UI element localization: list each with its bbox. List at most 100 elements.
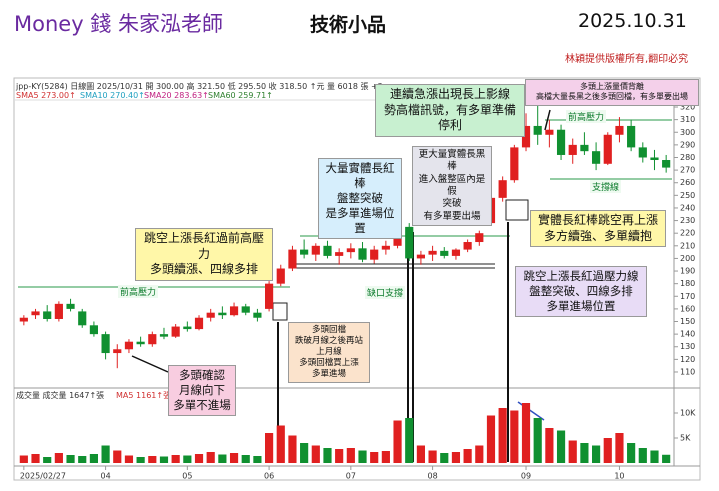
candle-body bbox=[638, 147, 647, 158]
annotation: 多頭回檔 跌破月線之後再站 上月線 多頭回檔買上漲 多單進場 bbox=[288, 322, 370, 384]
candle-body bbox=[276, 268, 285, 284]
ma-label: SMA60 259.71↑ bbox=[208, 91, 273, 100]
volume-bar bbox=[19, 455, 28, 463]
volume-bar bbox=[253, 456, 262, 463]
annotation-line: 盤整突破、四線多排 bbox=[529, 283, 633, 298]
y-tick-label: 240 bbox=[680, 203, 695, 212]
candle-body bbox=[159, 334, 169, 337]
y-tick-label: 180 bbox=[680, 279, 695, 288]
y-tick-label: 5K bbox=[680, 434, 691, 443]
candle-body bbox=[311, 245, 320, 255]
annotation-line: 多方續強、多單續抱 bbox=[543, 228, 652, 243]
candle-body bbox=[229, 306, 239, 316]
candle-body bbox=[206, 312, 215, 318]
volume-bar bbox=[662, 454, 671, 463]
volume-bar bbox=[486, 415, 496, 463]
candle-body bbox=[381, 245, 390, 250]
volume-bar bbox=[393, 420, 402, 463]
annotation-line: 高檔大量長黑之後多頭回檔，有多單要出場 bbox=[536, 92, 688, 102]
volume-bar bbox=[556, 430, 566, 463]
candle-body bbox=[580, 144, 589, 152]
candle-body bbox=[43, 311, 52, 319]
annotation-line: 勢高檔訊號，有多單準備停利 bbox=[383, 102, 516, 133]
volume-bar bbox=[521, 403, 531, 463]
y-tick-label: 260 bbox=[680, 178, 695, 187]
candle-body bbox=[568, 144, 577, 155]
volume-bar bbox=[218, 454, 227, 463]
header-subtitle: 技術小品 bbox=[310, 14, 387, 36]
x-tick-label: 10 bbox=[614, 472, 624, 481]
y-tick-label: 310 bbox=[680, 115, 695, 124]
chart-note: 前高壓力 bbox=[118, 285, 159, 298]
annotation-line: 有多單要出場 bbox=[423, 210, 481, 222]
volume-bar bbox=[124, 455, 134, 463]
candle-body bbox=[533, 125, 542, 135]
volume-bar bbox=[323, 448, 332, 463]
y-tick-label: 140 bbox=[680, 330, 695, 339]
candle-body bbox=[335, 252, 344, 256]
chart-note: 缺口支撐 bbox=[365, 286, 406, 299]
candle-body bbox=[521, 125, 531, 148]
y-tick-label: 300 bbox=[680, 128, 695, 137]
arrow bbox=[517, 401, 545, 421]
y-tick-label: 250 bbox=[680, 191, 695, 200]
frame bbox=[13, 77, 701, 481]
annotation-line: 多頭續漲、四線多排 bbox=[149, 262, 258, 277]
candle-body bbox=[510, 147, 519, 181]
volume-bar bbox=[101, 445, 110, 463]
annotation-line: 多頭回檔 bbox=[311, 325, 346, 335]
volume-bar bbox=[650, 450, 659, 463]
candle-body bbox=[89, 325, 98, 335]
volume-bar bbox=[113, 450, 122, 463]
header-date: 2025.10.31 bbox=[578, 10, 687, 32]
volume-bar bbox=[66, 455, 75, 463]
candle-body bbox=[627, 125, 636, 148]
annotation-line: 盤整突破 bbox=[337, 190, 383, 205]
annotation: 跳空上漲長紅過壓力線 盤整突破、四線多排 多單進場位置 bbox=[515, 266, 647, 317]
header-title: Money 錢 朱家泓老師 bbox=[14, 12, 223, 36]
y-tick-label: 320 bbox=[680, 103, 695, 112]
y-tick-label: 210 bbox=[680, 241, 695, 250]
y-tick-label: 190 bbox=[680, 267, 695, 276]
volume-ma: MA5 1161↑張 bbox=[116, 391, 172, 400]
volume-bar bbox=[451, 452, 461, 463]
volume-bar bbox=[603, 438, 612, 463]
candle-body bbox=[241, 306, 250, 313]
x-tick-label: 04 bbox=[100, 472, 110, 481]
annotation-line: 是多單進場位置 bbox=[325, 205, 395, 235]
highlight-box bbox=[272, 302, 288, 321]
volume-bar bbox=[159, 456, 169, 463]
candle-body bbox=[183, 326, 192, 330]
volume-bar bbox=[229, 453, 239, 463]
candle-body bbox=[265, 283, 274, 309]
annotation-line: 多單進場位置 bbox=[546, 298, 616, 313]
volume-bar bbox=[43, 457, 52, 463]
volume-bar bbox=[592, 445, 601, 463]
candle-body bbox=[323, 245, 332, 256]
ma-label: SMA20 283.63↑ bbox=[144, 91, 209, 100]
volume-bar bbox=[136, 457, 145, 463]
candle-body bbox=[498, 180, 507, 198]
x-tick-label: 05 bbox=[182, 472, 192, 481]
arrow bbox=[131, 355, 169, 373]
annotation-line: 多單進場 bbox=[311, 369, 346, 380]
annotation-line: 跳空上漲長紅過壓力線 bbox=[523, 269, 639, 283]
candle-body bbox=[19, 317, 28, 322]
candle-body bbox=[475, 233, 484, 243]
volume-bar bbox=[580, 443, 589, 463]
candle-body bbox=[440, 250, 449, 256]
volume-bar bbox=[183, 455, 192, 463]
x-tick-label: 07 bbox=[346, 472, 356, 481]
y-tick-label: 110 bbox=[680, 367, 695, 376]
candle-body bbox=[650, 157, 659, 161]
volume-bar bbox=[276, 425, 285, 463]
candle-body bbox=[451, 249, 461, 256]
candle-body bbox=[31, 311, 40, 316]
annotation: 多頭確認 月線向下 多單不進場 bbox=[168, 365, 236, 416]
volume-bar bbox=[78, 456, 87, 463]
candle-body bbox=[101, 334, 110, 354]
y-tick-label: 130 bbox=[680, 342, 695, 351]
volume-bar bbox=[241, 455, 250, 463]
volume-bar bbox=[545, 428, 554, 463]
